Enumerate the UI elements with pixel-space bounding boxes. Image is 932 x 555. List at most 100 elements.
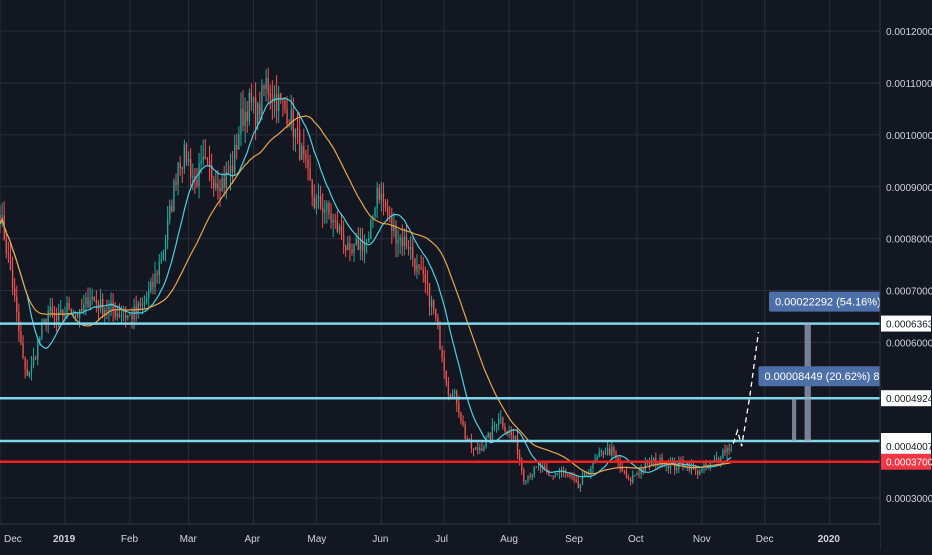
candle-body — [609, 448, 611, 456]
candle — [41, 318, 43, 341]
candle — [89, 287, 91, 311]
candle — [189, 148, 192, 187]
candle-body — [104, 309, 106, 315]
candle — [55, 307, 58, 332]
candle — [106, 299, 108, 320]
candle — [198, 152, 200, 199]
candle-body — [399, 237, 401, 241]
candle-body — [370, 220, 372, 239]
candle-body — [145, 297, 148, 302]
candle-body — [562, 472, 565, 474]
candle — [150, 277, 152, 294]
candle — [152, 273, 154, 295]
candle-body — [116, 313, 119, 318]
candle-body — [397, 240, 399, 244]
candle-body — [646, 462, 649, 464]
candle-body — [296, 128, 299, 130]
candle-body — [500, 417, 502, 419]
candle — [575, 475, 577, 484]
candle-body — [537, 465, 540, 467]
candle-body — [697, 469, 699, 475]
candle-body — [64, 314, 66, 317]
candle-body — [326, 202, 328, 210]
candle — [353, 243, 355, 262]
candle — [141, 297, 144, 315]
candle-body — [227, 171, 230, 175]
candle — [648, 457, 651, 471]
candle — [11, 256, 14, 295]
candle-body — [640, 468, 642, 474]
candle — [271, 80, 274, 120]
candle-body — [334, 220, 336, 222]
candle-body — [594, 459, 596, 461]
candle-body — [556, 473, 559, 476]
candle-body — [271, 97, 274, 102]
candle-body — [213, 179, 215, 189]
candle — [483, 444, 485, 452]
candle-body — [53, 313, 56, 317]
candle-body — [449, 394, 452, 399]
candle — [213, 175, 215, 197]
candle-body — [108, 306, 110, 312]
candle-body — [95, 299, 98, 304]
candle — [219, 179, 221, 207]
candle-body — [386, 207, 389, 216]
candle — [523, 467, 525, 485]
candle-body — [181, 168, 183, 170]
candle-body — [148, 290, 150, 298]
candle-body — [275, 94, 278, 111]
candle-body — [583, 471, 586, 476]
candle — [311, 178, 313, 207]
candle-body — [426, 282, 429, 284]
candle-body — [60, 309, 62, 313]
candle-body — [135, 306, 137, 313]
candle — [26, 359, 28, 377]
candle — [598, 447, 600, 458]
candle — [443, 349, 445, 380]
candle — [581, 469, 584, 486]
candle — [726, 445, 728, 460]
candle-body — [217, 183, 219, 189]
candle — [227, 160, 230, 175]
candle-body — [416, 264, 418, 272]
price-tag-label: 0.00049248 — [886, 394, 932, 405]
candle — [629, 476, 632, 486]
candle — [728, 443, 730, 456]
candle-body — [619, 461, 621, 467]
candle-body — [49, 306, 51, 312]
candle-body — [391, 216, 393, 232]
time-axis-panel — [0, 524, 880, 550]
candle — [202, 139, 204, 166]
candle — [600, 449, 603, 457]
candle — [701, 466, 703, 474]
candle-body — [705, 463, 707, 467]
candle — [225, 161, 227, 200]
candle — [246, 101, 248, 133]
candle-body — [169, 205, 171, 220]
candle-body — [254, 97, 257, 125]
candle — [252, 96, 255, 114]
candle-body — [66, 302, 68, 315]
candle — [208, 145, 211, 182]
candle — [609, 444, 611, 456]
candle-body — [629, 479, 632, 482]
candle — [550, 475, 552, 477]
candle-body — [405, 236, 408, 247]
candle-body — [321, 207, 324, 213]
candle-body — [127, 315, 129, 318]
candle-body — [447, 382, 450, 395]
measure-label: 0.00008449 (20.62%) 8449 — [764, 371, 897, 383]
candle-body — [596, 456, 598, 460]
candle-body — [380, 193, 383, 200]
candle — [694, 464, 697, 476]
candle-body — [464, 424, 466, 439]
candle-body — [273, 94, 276, 102]
candle — [145, 291, 148, 305]
candle — [238, 126, 240, 150]
candle — [462, 415, 464, 428]
candle — [267, 67, 269, 104]
candle — [166, 206, 169, 249]
candle-body — [89, 299, 91, 308]
